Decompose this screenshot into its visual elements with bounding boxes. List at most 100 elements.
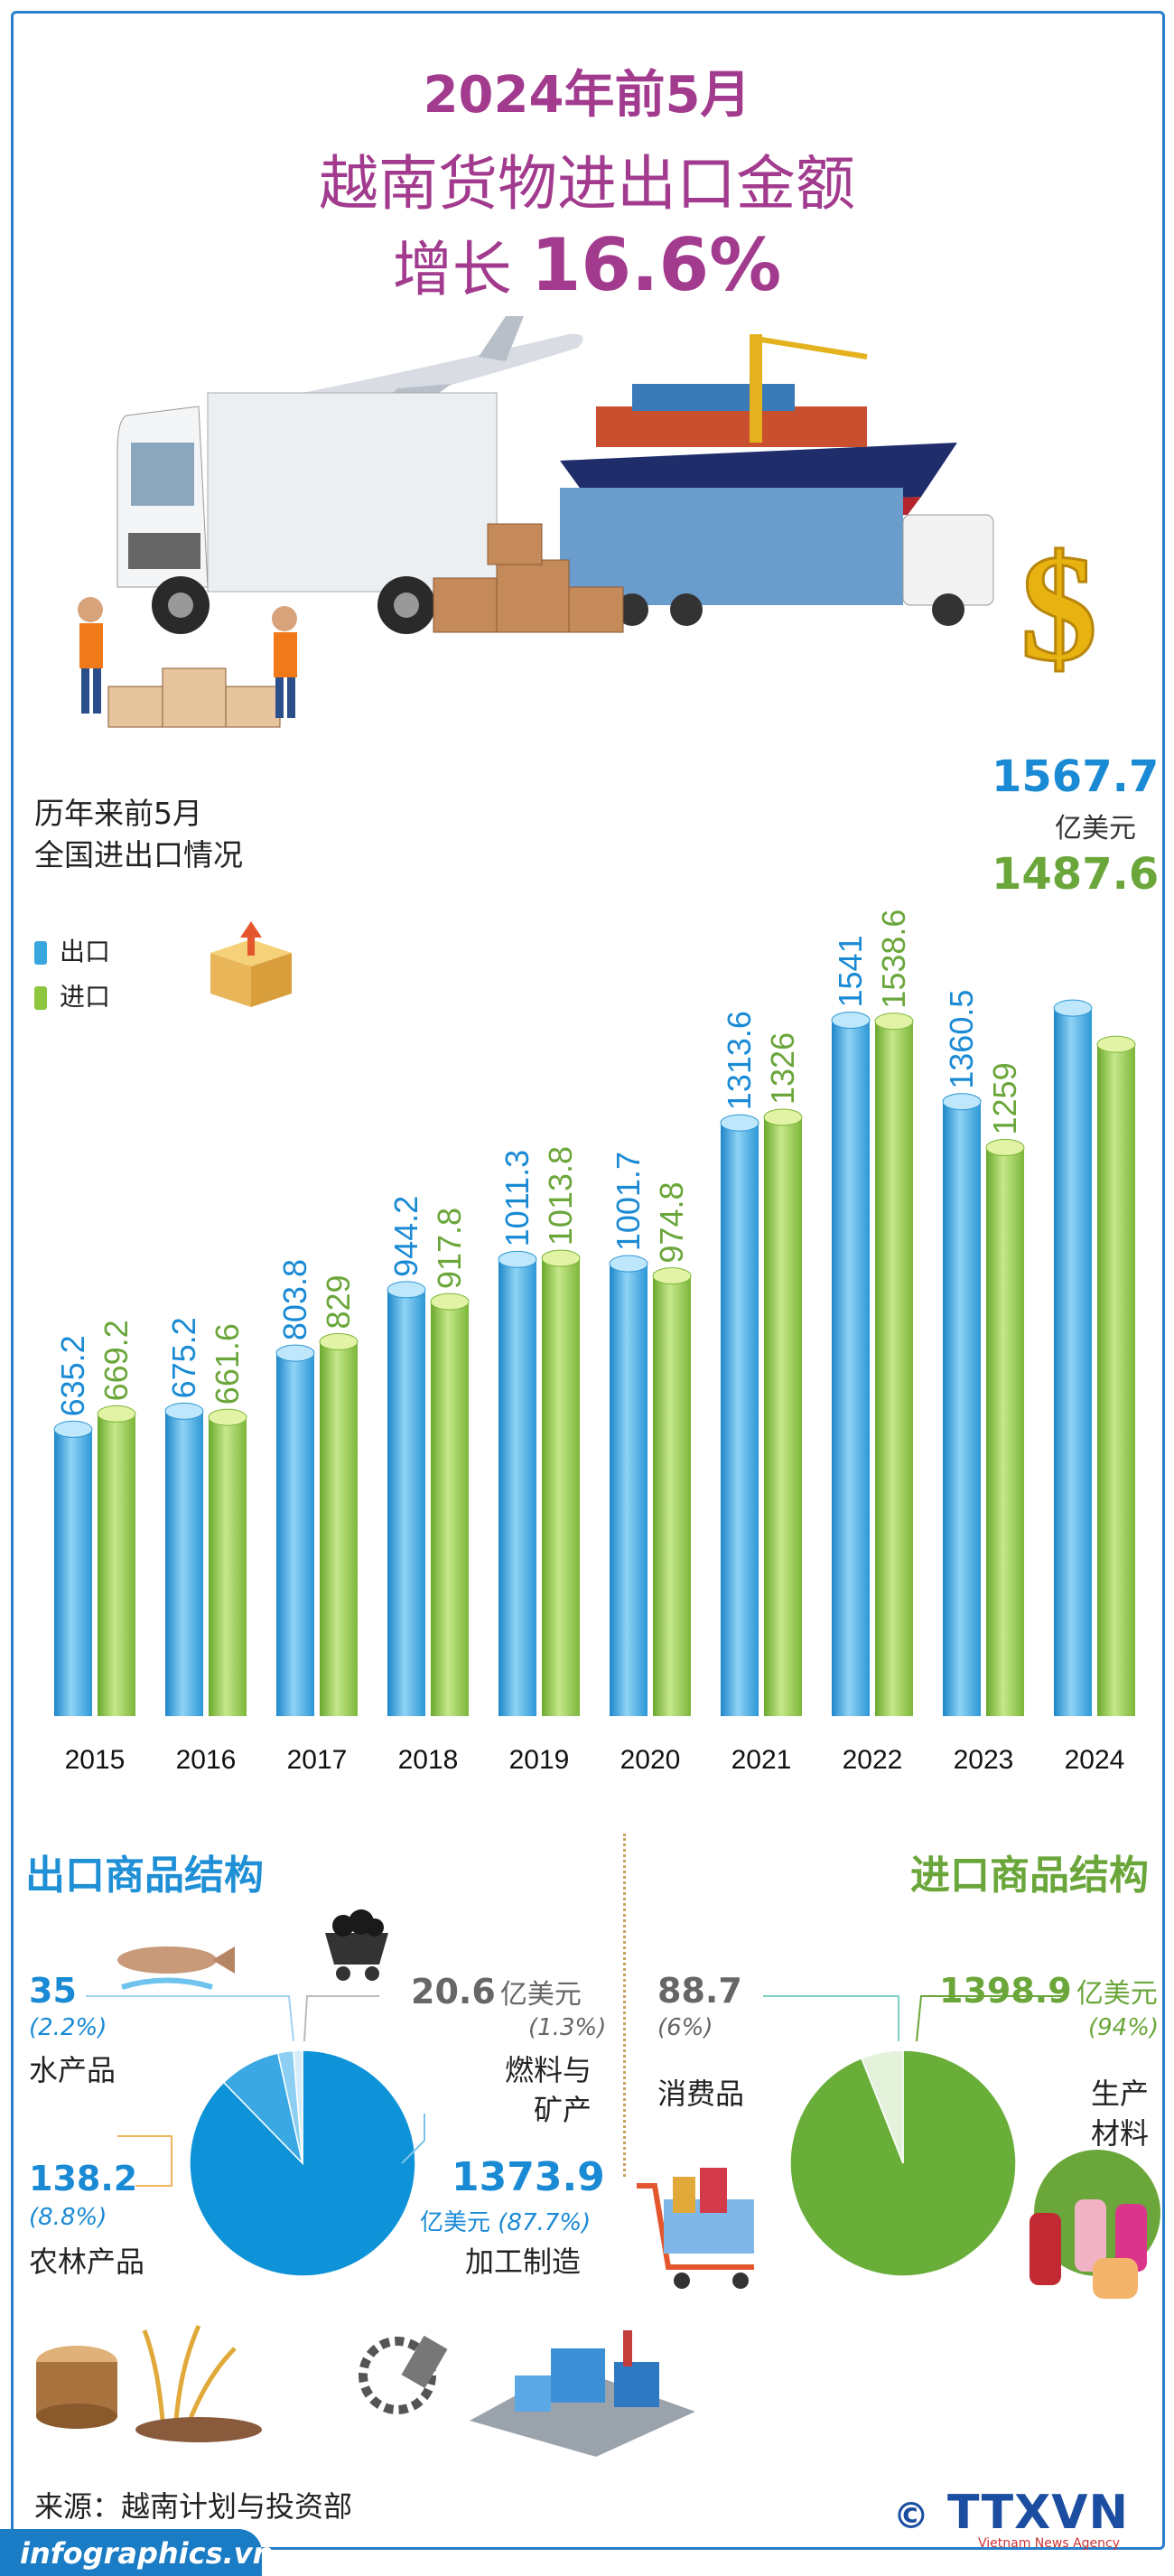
export-bar-cap-2021 (720, 1114, 759, 1132)
import-bar-cap-2021 (763, 1108, 803, 1126)
year-label-2024: 2024 (1065, 1745, 1125, 1775)
export-value-label-2018: 944.2 (387, 1196, 424, 1277)
pie-slice-production-materials (789, 2049, 1017, 2277)
import-bar-2020 (653, 1275, 691, 1716)
title-line-1: 2024年前5月 (423, 66, 751, 125)
export-value-label-2016: 675.2 (165, 1317, 202, 1398)
footer-site: infographics.vn (20, 2536, 274, 2571)
import-pie-chart (637, 1995, 1160, 2299)
import-bar-cap-2016 (208, 1408, 247, 1426)
manufacturing-value: 1373.9 (452, 2154, 605, 2200)
legend-import-swatch (34, 986, 47, 1010)
export-value-label-2019: 1011.3 (498, 1150, 536, 1246)
import-value-label-2017: 829 (320, 1274, 357, 1329)
import-bar-cap-2019 (541, 1249, 581, 1267)
export-bar-cap-2017 (275, 1344, 315, 1362)
export-value-label-2020: 1001.7 (610, 1152, 647, 1251)
import-value-label-2022: 1538.6 (875, 910, 912, 1009)
export-bar-2019 (498, 1259, 536, 1716)
ttxvn-logo: © TTXVN (892, 2486, 1129, 2540)
trade-illustration: $ (78, 316, 1099, 728)
import-bar-cap-2020 (652, 1267, 692, 1285)
import-value-label-2019: 1013.8 (542, 1146, 579, 1246)
consumer-value: 88.7 (657, 1971, 742, 2011)
title-line-2: 越南货物进出口金额 (319, 149, 855, 219)
legend-import: 进口 (34, 977, 110, 1013)
import-value-label-2021: 1326 (764, 1032, 801, 1105)
manufacturing-unit-pct: 亿美元 (87.7%) (420, 2209, 592, 2236)
production-unit: 亿美元 (1076, 1978, 1158, 2010)
export-bar-cap-2015 (53, 1420, 93, 1438)
year-label-2018: 2018 (398, 1745, 459, 1775)
section-divider (623, 1834, 626, 2177)
consumer-pct: (6%) (657, 2014, 713, 2041)
factory-icon (470, 2330, 695, 2457)
coal-cart-icon (325, 1909, 388, 1981)
unit-2024: 亿美元 (1055, 813, 1136, 845)
aquatic-label: 水产品 (29, 2053, 116, 2087)
import-structure-title: 进口商品结构 (910, 1853, 1149, 1899)
export-bar-cap-2023 (942, 1093, 982, 1111)
thread-spools-icon (1030, 2150, 1160, 2299)
fuel-value-group: 20.6 亿美元 (411, 1972, 582, 2011)
aquatic-pct: (2.2%) (29, 2014, 107, 2041)
dollar-sign-icon: $ (1020, 523, 1097, 693)
chart-legend-title: 历年来前5月 全国进出口情况 (34, 793, 243, 876)
import-value-label-2015: 669.2 (98, 1320, 135, 1401)
export-bar-2017 (276, 1353, 314, 1716)
import-bar-cap-2015 (97, 1405, 136, 1423)
worker-illustration (78, 597, 297, 718)
production-pct: (94%) (1088, 2014, 1160, 2041)
import-bar-2019 (542, 1258, 580, 1716)
import-bar-cap-2024 (1096, 1035, 1136, 1053)
import-bar-cap-2022 (874, 1013, 914, 1031)
rice-plant-icon (135, 2324, 262, 2442)
pie-slice-fuel (292, 2049, 303, 2164)
import-2024-callout: 1487.6 (992, 849, 1160, 900)
export-bar-2023 (943, 1101, 981, 1716)
truck-illustration (116, 392, 498, 634)
logo-subtitle: Vietnam News Agency (977, 2536, 1120, 2551)
bottom-icons (36, 2324, 695, 2457)
bar-chart: 635.2 669.2 2015 675.2 661.6 2016 803.8 829 2017… (53, 910, 1136, 1775)
production-label: 生产 材料 (1091, 2077, 1150, 2151)
footer-band (0, 2529, 262, 2576)
import-bar-2016 (209, 1417, 247, 1716)
export-bar-2015 (54, 1429, 92, 1716)
export-bar-2021 (721, 1123, 759, 1716)
import-value-label-2023: 1259 (986, 1062, 1023, 1134)
legend-title-line1: 历年来前5月 (34, 796, 202, 831)
wood-log-icon (36, 2346, 117, 2429)
year-label-2019: 2019 (509, 1745, 570, 1775)
legend-export: 出口 (34, 932, 110, 968)
cargo-boxes-illustration (107, 523, 624, 728)
import-bar-2022 (875, 1021, 913, 1716)
export-value-label-2022: 1541 (832, 935, 869, 1007)
title-prefix: 增长 (392, 235, 512, 304)
title-growth-value: 16.6% (530, 223, 782, 307)
year-label-2017: 2017 (287, 1745, 348, 1775)
export-bar-2024 (1054, 1008, 1092, 1716)
export-bar-2020 (610, 1264, 648, 1716)
export-bar-cap-2022 (831, 1012, 871, 1029)
legend-export-swatch (34, 941, 47, 965)
pie-slice-consumer-goods (861, 2049, 904, 2164)
shopping-cart-icon (637, 2168, 754, 2289)
export-bar-cap-2020 (609, 1255, 648, 1273)
import-bar-cap-2023 (985, 1139, 1025, 1156)
import-value-label-2018: 917.8 (431, 1208, 468, 1289)
legend-title-line2: 全国进出口情况 (34, 837, 243, 873)
fuel-value: 20.6 (411, 1972, 496, 2011)
import-bar-2018 (431, 1302, 469, 1716)
fuel-label: 燃料与 矿产 (504, 2053, 592, 2127)
box-icon (210, 921, 292, 1007)
export-pie-chart (86, 1909, 425, 2277)
export-value-label-2023: 1360.5 (943, 990, 980, 1089)
import-value-label-2020: 974.8 (653, 1182, 690, 1264)
agro-pct: (8.8%) (29, 2204, 107, 2231)
export-value-label-2015: 635.2 (54, 1335, 91, 1416)
fuel-pct: (1.3%) (528, 2014, 607, 2041)
source-note: 来源：越南计划与投资部 (34, 2489, 353, 2524)
import-value-label-2016: 661.6 (209, 1323, 246, 1405)
year-label-2021: 2021 (731, 1745, 792, 1775)
